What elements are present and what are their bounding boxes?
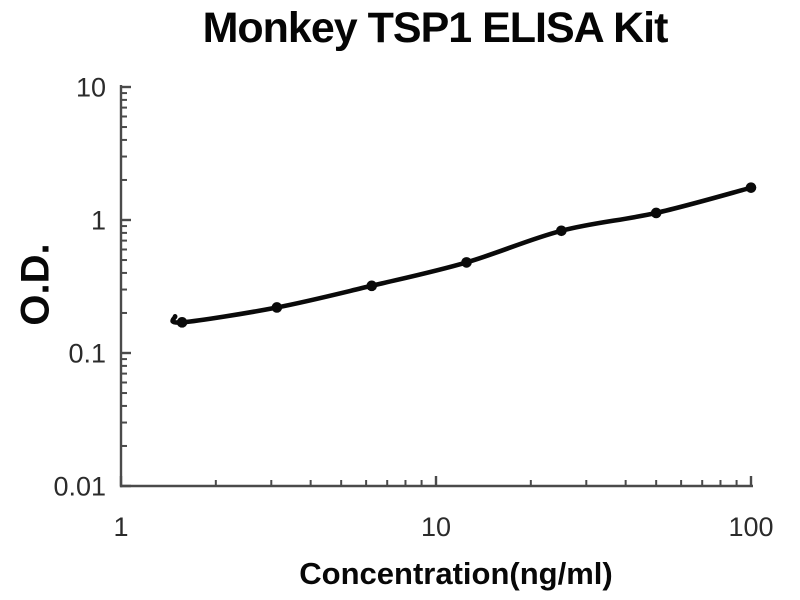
x-axis-title: Concentration(ng/ml)	[299, 556, 613, 591]
x-tick-label: 10	[421, 512, 451, 542]
y-tick-label: 0.01	[53, 472, 106, 502]
y-tick-label: 1	[91, 206, 106, 236]
standard-curve-line	[170, 185, 754, 325]
x-tick-label: 100	[728, 512, 773, 542]
y-tick-label: 10	[76, 73, 106, 103]
y-tick-label: 0.1	[68, 339, 106, 369]
data-point	[745, 182, 757, 193]
x-tick-label: 1	[113, 512, 128, 542]
data-point	[366, 280, 378, 292]
chart-title: Monkey TSP1 ELISA Kit	[202, 4, 669, 52]
data-point	[650, 207, 662, 219]
data-point	[461, 257, 472, 268]
data-point	[176, 317, 188, 328]
data-point	[271, 302, 283, 313]
data-point	[556, 225, 567, 237]
